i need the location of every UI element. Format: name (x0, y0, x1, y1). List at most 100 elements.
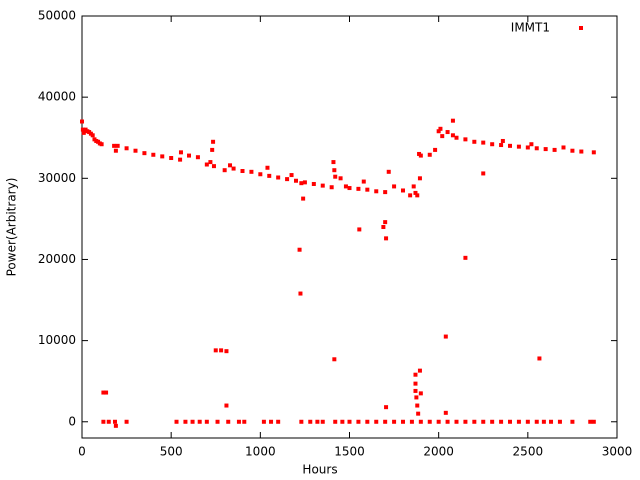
data-point (258, 172, 263, 177)
data-point (299, 181, 304, 186)
data-point (320, 419, 325, 424)
data-point (427, 419, 432, 424)
data-point (80, 127, 85, 132)
data-point (561, 145, 566, 150)
data-point (481, 171, 486, 176)
y-tick-label: 30000 (38, 171, 76, 185)
data-point (384, 236, 389, 241)
data-point (374, 419, 379, 424)
data-point (343, 184, 348, 189)
y-tick-label: 20000 (38, 252, 76, 266)
data-point (315, 419, 320, 424)
y-axis-label: Power(Arbitrary) (5, 178, 19, 277)
data-point (499, 419, 504, 424)
data-point (445, 419, 450, 424)
y-tick-label: 0 (68, 414, 76, 428)
data-point (417, 368, 422, 373)
x-tick-label: 0 (78, 445, 86, 459)
data-point (267, 173, 272, 178)
data-point (299, 419, 304, 424)
data-point (591, 419, 596, 424)
data-point (183, 419, 188, 424)
legend-label: IMMT1 (511, 21, 550, 35)
data-point (463, 137, 468, 142)
data-point (537, 356, 542, 361)
data-point (508, 143, 512, 148)
data-point (365, 419, 370, 424)
data-point (481, 140, 486, 145)
data-point (174, 419, 179, 424)
data-point (472, 139, 477, 144)
data-point (472, 419, 477, 424)
data-point (417, 176, 422, 181)
data-point (552, 147, 557, 152)
data-point (297, 247, 302, 252)
x-tick-label: 1000 (245, 445, 276, 459)
data-point (224, 403, 229, 408)
data-point (215, 419, 220, 424)
y-tick-label: 50000 (38, 9, 76, 23)
data-point (541, 419, 546, 424)
y-tick-label: 40000 (38, 90, 76, 104)
data-point (500, 138, 505, 143)
data-point (294, 178, 298, 183)
data-point (211, 139, 216, 144)
data-point (133, 148, 138, 153)
data-point (329, 185, 334, 190)
data-point (115, 143, 120, 148)
data-point (236, 419, 241, 424)
data-point (219, 348, 224, 353)
data-point (269, 419, 274, 424)
data-point (374, 189, 379, 194)
data-point (190, 419, 195, 424)
data-point (413, 388, 418, 393)
data-point (534, 146, 539, 151)
data-point (113, 423, 118, 428)
x-axis-label: Hours (302, 463, 337, 477)
data-point (490, 419, 495, 424)
data-point (443, 410, 448, 415)
data-point (333, 419, 338, 424)
data-point (591, 150, 596, 155)
data-point (276, 419, 281, 424)
data-point (112, 143, 117, 148)
data-point (427, 152, 432, 157)
data-point (298, 291, 303, 296)
data-point (204, 162, 209, 167)
data-point (534, 419, 539, 424)
data-point (204, 419, 209, 424)
data-point (308, 419, 313, 424)
data-point (195, 155, 200, 160)
y-tick-label: 10000 (38, 333, 76, 347)
data-point (249, 169, 254, 174)
data-point (386, 169, 391, 174)
data-point (101, 419, 106, 424)
data-point (226, 419, 231, 424)
data-point (418, 153, 423, 158)
data-point (516, 144, 521, 149)
data-point (392, 184, 397, 189)
data-point (411, 184, 416, 189)
data-point (433, 147, 438, 152)
data-point (525, 419, 530, 424)
data-point (415, 403, 420, 408)
data-point (588, 419, 593, 424)
data-point (332, 168, 337, 173)
data-point (338, 176, 343, 181)
data-point (384, 405, 389, 410)
data-point (289, 173, 294, 178)
data-point (361, 179, 366, 184)
data-point (357, 227, 362, 232)
x-tick-label: 2500 (513, 445, 544, 459)
data-point (224, 349, 229, 354)
data-point (570, 148, 575, 153)
data-point (401, 188, 405, 193)
data-point (333, 174, 338, 179)
data-point (124, 419, 129, 424)
data-point (106, 419, 111, 424)
data-point (356, 186, 361, 191)
x-tick-label: 1500 (334, 445, 365, 459)
data-point (463, 419, 468, 424)
data-point (265, 165, 270, 170)
